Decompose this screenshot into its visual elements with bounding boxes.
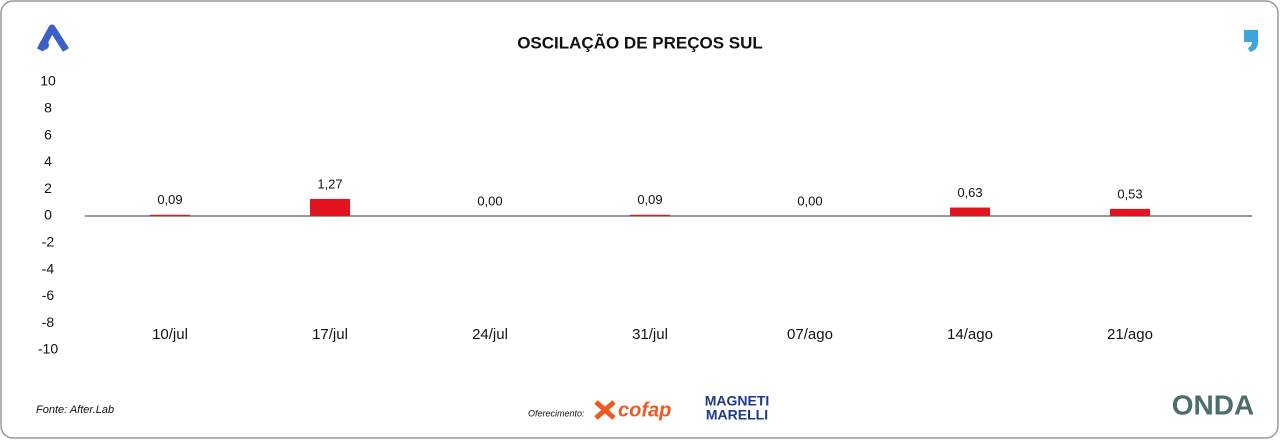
y-tick-label: 8: [44, 100, 52, 116]
y-tick-label: -2: [42, 234, 55, 250]
sponsor-label: Oferecimento:: [528, 408, 585, 418]
value-label: 1,27: [317, 176, 342, 191]
value-label: 0,00: [477, 193, 502, 208]
y-tick-label: -6: [42, 287, 55, 303]
value-label: 0,00: [797, 193, 822, 208]
x-tick-label: 21/ago: [1107, 326, 1153, 343]
y-tick-label: -10: [38, 341, 58, 357]
quote-icon: [1244, 30, 1258, 52]
value-label: 0,09: [157, 192, 182, 207]
y-tick-label: 10: [40, 73, 56, 89]
y-tick-label: 6: [44, 126, 52, 142]
bar: [150, 214, 190, 216]
value-label: 0,53: [1117, 186, 1142, 201]
x-tick-label: 17/jul: [312, 326, 348, 343]
y-tick-label: -8: [42, 314, 55, 330]
y-tick-label: 0: [44, 207, 52, 223]
x-tick-label: 07/ago: [787, 326, 833, 343]
bar: [310, 198, 350, 216]
brand-logo: [36, 24, 69, 52]
magneti-logo: MAGNETI: [705, 393, 770, 409]
x-tick-label: 24/jul: [472, 326, 508, 343]
cofap-logo: cofap: [618, 399, 671, 421]
source: Fonte: After.Lab: [36, 404, 114, 416]
y-tick-label: 2: [44, 180, 52, 196]
y-tick-label: 4: [44, 153, 52, 169]
y-tick-label: -4: [42, 260, 55, 276]
x-tick-label: 10/jul: [152, 326, 188, 343]
chart-title: OSCILAÇÃO DE PREÇOS SUL: [517, 32, 763, 52]
cofap-mark: [594, 400, 616, 420]
bar: [950, 207, 990, 216]
bar: [630, 214, 670, 216]
value-label: 0,63: [957, 185, 982, 200]
onda-logo: ONDA: [1172, 389, 1254, 420]
bar: [1110, 208, 1150, 216]
value-label: 0,09: [637, 192, 662, 207]
marelli-logo: MARELLI: [706, 407, 768, 423]
x-tick-label: 14/ago: [947, 326, 993, 343]
x-tick-label: 31/jul: [632, 326, 668, 343]
